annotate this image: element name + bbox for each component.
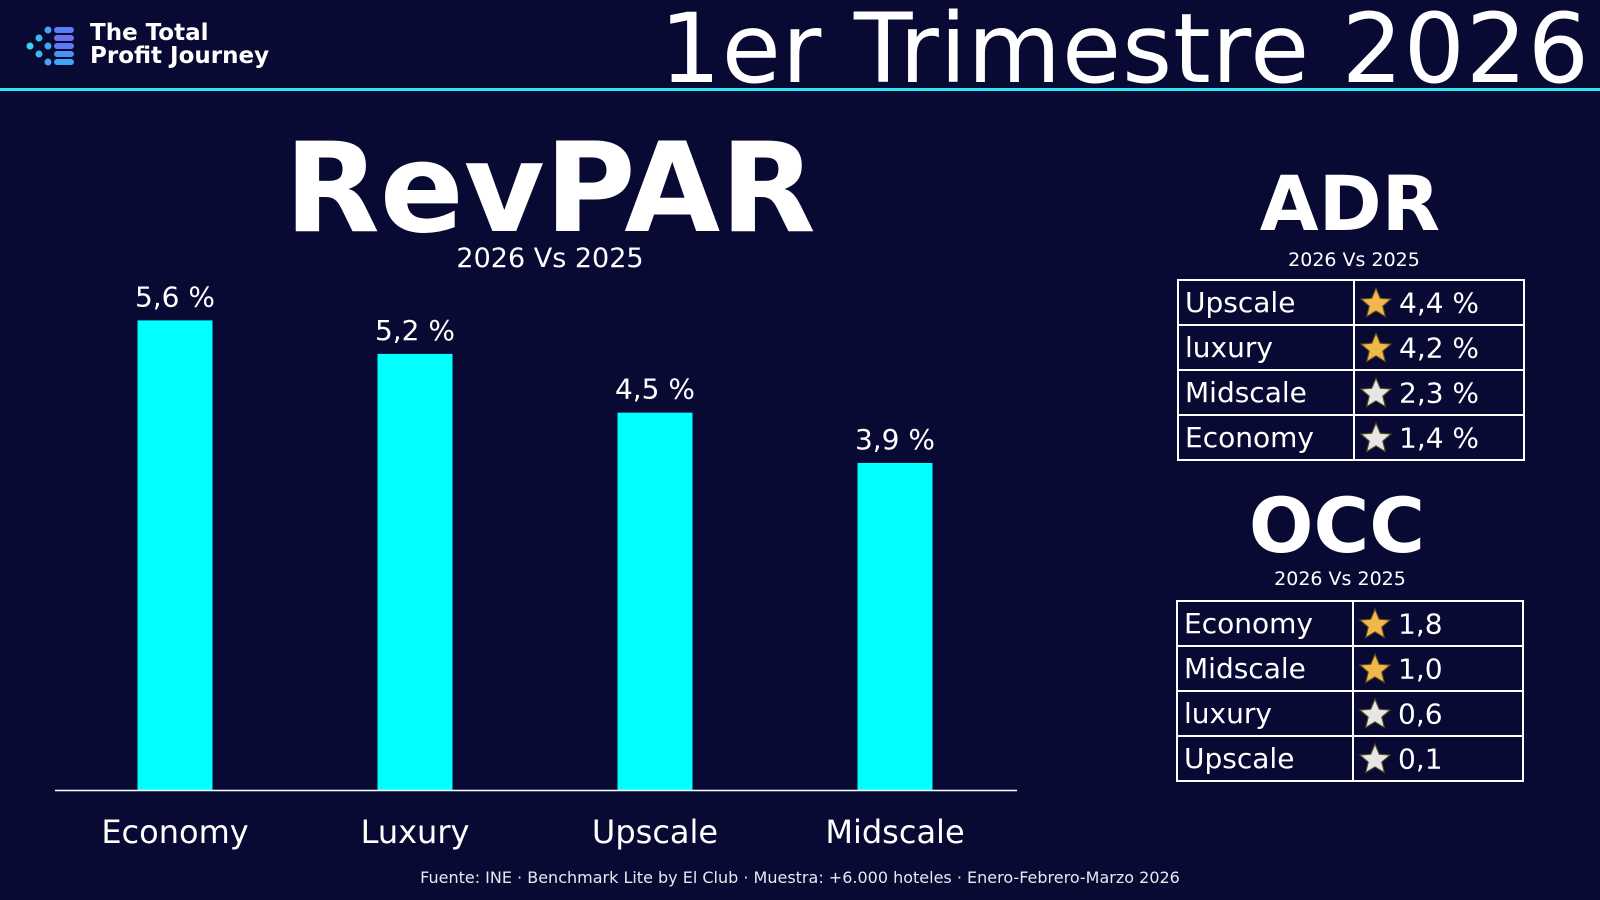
occ-value: 1,0 (1398, 652, 1443, 686)
bar-luxury (377, 353, 453, 790)
data-label: 5,2 % (375, 314, 455, 347)
brand-logo: The Total Profit Journey (26, 20, 296, 76)
adr-value: 1,4 % (1399, 421, 1480, 455)
adr-title: ADR (1259, 159, 1441, 248)
adr-row: Upscale 4,4 % (1177, 279, 1525, 326)
occ-category: Midscale (1176, 645, 1354, 692)
occ-value-cell: 1,8 (1352, 600, 1524, 647)
adr-row: luxury 4,2 % (1177, 324, 1525, 371)
adr-category: Midscale (1177, 369, 1355, 416)
occ-value-cell: 1,0 (1352, 645, 1524, 692)
adr-value: 4,4 % (1399, 286, 1480, 320)
adr-subtitle: 2026 Vs 2025 (1288, 249, 1420, 271)
adr-value-cell: 4,2 % (1353, 324, 1525, 371)
occ-value: 0,1 (1398, 742, 1443, 776)
logo-text: The Total Profit Journey (90, 22, 269, 68)
occ-row: Economy 1,8 (1176, 600, 1524, 647)
gold-star-icon (1359, 331, 1393, 363)
occ-value: 1,8 (1398, 607, 1443, 641)
revpar-subtitle: 2026 Vs 2025 (456, 243, 644, 274)
period-title: 1er Trimestre 2026 (659, 0, 1590, 105)
occ-value-cell: 0,1 (1352, 735, 1524, 782)
adr-category: Economy (1177, 414, 1355, 461)
bar-upscale (617, 412, 693, 790)
adr-value: 2,3 % (1399, 376, 1480, 410)
source-footer: Fuente: INE · Benchmark Lite by El Club … (420, 868, 1180, 887)
gold-star-icon (1358, 652, 1392, 684)
revpar-title: RevPAR (284, 117, 816, 261)
data-label: 5,6 % (135, 280, 215, 313)
adr-row: Midscale 2,3 % (1177, 369, 1525, 416)
adr-value: 4,2 % (1399, 331, 1480, 365)
revpar-bar-chart: 5,6 % Economy 5,2 % Luxury 4,5 % Upscale 3,9 %… (55, 280, 1017, 851)
header-divider (0, 88, 1600, 91)
adr-category: Upscale (1177, 279, 1355, 326)
x-tick-label: Upscale (592, 813, 718, 851)
adr-row: Economy 1,4 % (1177, 414, 1525, 461)
occ-value-cell: 0,6 (1352, 690, 1524, 737)
occ-title: OCC (1248, 481, 1426, 570)
adr-value-cell: 2,3 % (1353, 369, 1525, 416)
occ-table: Economy 1,8 Midscale 1,0 luxury 0,6 Upscale 0,1 (1176, 600, 1524, 782)
data-label: 3,9 % (855, 423, 935, 456)
silver-star-icon (1358, 697, 1392, 729)
data-label: 4,5 % (615, 373, 695, 406)
occ-row: Midscale 1,0 (1176, 645, 1524, 692)
adr-category: luxury (1177, 324, 1355, 371)
occ-subtitle: 2026 Vs 2025 (1274, 568, 1406, 590)
silver-star-icon (1358, 742, 1392, 774)
occ-row: Upscale 0,1 (1176, 735, 1524, 782)
logo-line-2: Profit Journey (90, 43, 270, 69)
occ-category: Upscale (1176, 735, 1354, 782)
x-tick-label: Luxury (361, 813, 470, 851)
logo-line-1: The Total (90, 20, 209, 46)
adr-value-cell: 4,4 % (1353, 279, 1525, 326)
gold-star-icon (1358, 607, 1392, 639)
adr-table: Upscale 4,4 % luxury 4,2 % Midscale 2,3 % Econ… (1177, 279, 1525, 461)
silver-star-icon (1359, 421, 1393, 453)
x-tick-label: Economy (101, 813, 248, 851)
x-tick-label: Midscale (825, 813, 964, 851)
bar-economy (137, 320, 213, 790)
adr-value-cell: 1,4 % (1353, 414, 1525, 461)
occ-value: 0,6 (1398, 697, 1443, 731)
logo-dots-icon (26, 26, 74, 66)
silver-star-icon (1359, 376, 1393, 408)
occ-category: Economy (1176, 600, 1354, 647)
occ-row: luxury 0,6 (1176, 690, 1524, 737)
occ-category: luxury (1176, 690, 1354, 737)
gold-star-icon (1359, 286, 1393, 318)
bar-midscale (857, 462, 933, 790)
